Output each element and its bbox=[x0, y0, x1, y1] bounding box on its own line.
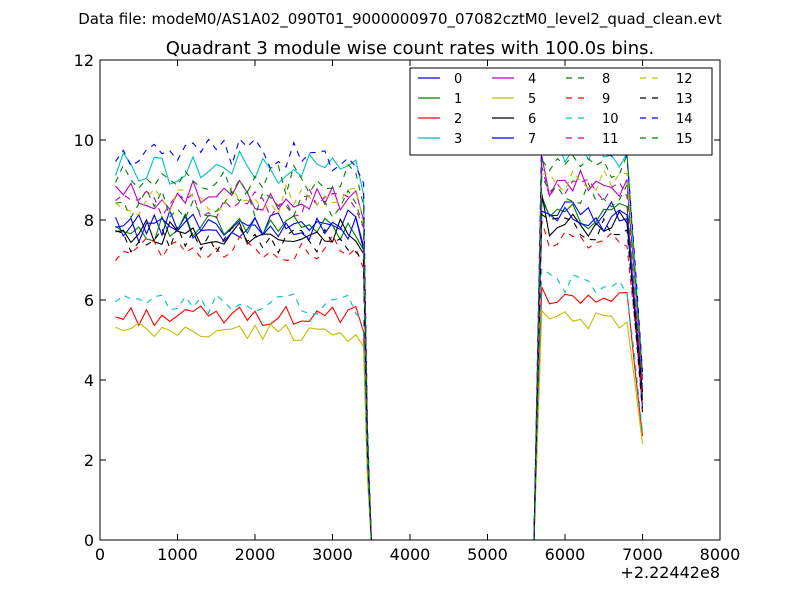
series-line-7 bbox=[115, 206, 644, 541]
x-tick-label: 4000 bbox=[390, 545, 431, 564]
legend-label-12: 12 bbox=[676, 72, 693, 87]
legend-label-15: 15 bbox=[676, 132, 693, 147]
y-tick-label: 2 bbox=[84, 451, 94, 470]
series-line-8 bbox=[115, 175, 644, 541]
series-line-2 bbox=[115, 286, 644, 541]
y-tick-label: 12 bbox=[74, 51, 94, 70]
series-line-12 bbox=[115, 168, 644, 541]
legend-label-10: 10 bbox=[602, 112, 619, 127]
x-tick-label: 2000 bbox=[235, 545, 276, 564]
y-tick-label: 4 bbox=[84, 371, 94, 390]
x-tick-label: 0 bbox=[95, 545, 105, 564]
legend-frame bbox=[409, 67, 713, 156]
legend-label-8: 8 bbox=[602, 72, 610, 87]
legend-label-0: 0 bbox=[454, 72, 462, 87]
y-tick-label: 10 bbox=[74, 131, 94, 150]
legend-label-7: 7 bbox=[528, 132, 536, 147]
legend-label-13: 13 bbox=[676, 92, 693, 107]
chart-title: Quadrant 3 module wise count rates with … bbox=[166, 38, 655, 59]
series-line-5 bbox=[115, 309, 644, 541]
axis-ticks bbox=[99, 59, 721, 541]
plot-lines bbox=[114, 128, 644, 541]
y-tick-label: 6 bbox=[84, 291, 94, 310]
x-tick-label: 5000 bbox=[467, 545, 508, 564]
legend-label-5: 5 bbox=[528, 92, 536, 107]
series-line-11 bbox=[115, 166, 644, 541]
legend-label-1: 1 bbox=[454, 92, 462, 107]
y-tick-label: 8 bbox=[84, 211, 94, 230]
legend-label-2: 2 bbox=[454, 112, 462, 127]
legend-label-3: 3 bbox=[454, 132, 462, 147]
x-tick-label: 3000 bbox=[312, 545, 353, 564]
legend-label-4: 4 bbox=[528, 72, 536, 87]
y-tick-label: 0 bbox=[84, 531, 94, 550]
axis-tick-labels: 0 1000 2000 3000 4000 5000 6000 7000 80000246810… bbox=[74, 51, 741, 564]
x-offset-label: +2.22442e8 bbox=[620, 563, 720, 582]
legend-label-14: 14 bbox=[676, 112, 693, 127]
chart-suptitle: Data file: modeM0/AS1A02_090T01_90000009… bbox=[78, 10, 722, 29]
x-tick-label: 8000 bbox=[700, 545, 741, 564]
legend-label-11: 11 bbox=[602, 132, 619, 147]
x-tick-label: 7000 bbox=[622, 545, 663, 564]
series-line-10 bbox=[115, 267, 644, 541]
legend-label-9: 9 bbox=[602, 92, 610, 107]
legend-label-6: 6 bbox=[528, 112, 536, 127]
series-line-1 bbox=[115, 196, 644, 541]
x-tick-label: 6000 bbox=[545, 545, 586, 564]
x-tick-label: 1000 bbox=[157, 545, 198, 564]
series-line-14 bbox=[115, 128, 644, 541]
